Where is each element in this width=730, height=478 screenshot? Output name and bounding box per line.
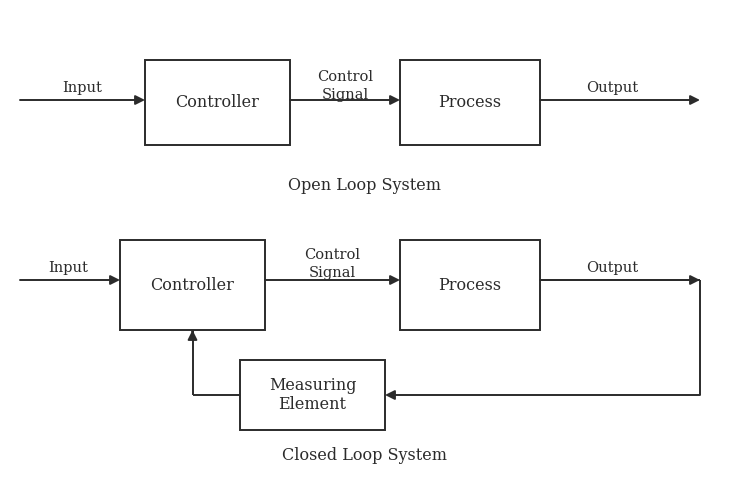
- Bar: [145, 60, 290, 145]
- Text: Measuring
Element: Measuring Element: [269, 377, 356, 413]
- Text: Open Loop System: Open Loop System: [288, 176, 442, 194]
- Text: Control
Signal: Control Signal: [317, 70, 373, 102]
- Text: Control
Signal: Control Signal: [304, 249, 360, 280]
- Bar: [400, 60, 540, 145]
- Text: Process: Process: [439, 276, 502, 293]
- Text: Output: Output: [586, 261, 638, 275]
- Text: Output: Output: [586, 81, 638, 95]
- Bar: [240, 360, 385, 430]
- Text: Closed Loop System: Closed Loop System: [283, 446, 447, 464]
- Text: Process: Process: [439, 94, 502, 111]
- Text: Controller: Controller: [175, 94, 259, 111]
- Text: Controller: Controller: [150, 276, 234, 293]
- Text: Input: Input: [48, 261, 88, 275]
- Bar: [120, 240, 265, 330]
- Bar: [400, 240, 540, 330]
- Text: Input: Input: [62, 81, 102, 95]
